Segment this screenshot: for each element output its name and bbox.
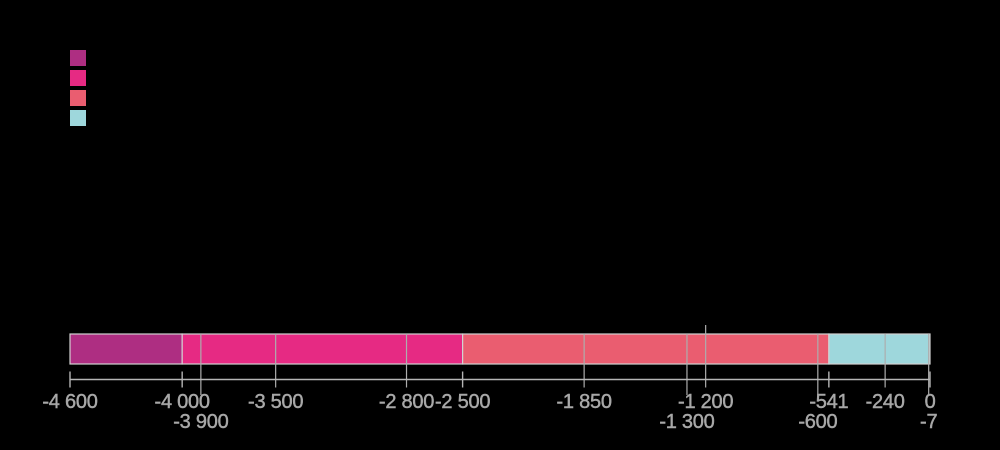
- svg-text:-3 500: -3 500: [248, 391, 303, 413]
- svg-text:-4 600: -4 600: [42, 391, 97, 413]
- svg-text:-2 500: -2 500: [435, 391, 490, 413]
- svg-text:-600: -600: [798, 411, 837, 433]
- svg-text:-4 000: -4 000: [155, 391, 210, 413]
- svg-text:-7: -7: [920, 411, 937, 433]
- svg-text:0: 0: [925, 391, 936, 413]
- svg-text:-1 300: -1 300: [659, 411, 714, 433]
- svg-text:-240: -240: [866, 391, 905, 413]
- svg-text:-3 900: -3 900: [173, 411, 228, 433]
- svg-text:-2 800: -2 800: [379, 391, 434, 413]
- svg-text:-1 850: -1 850: [557, 391, 612, 413]
- svg-text:-541: -541: [809, 391, 848, 413]
- svg-text:-1 200: -1 200: [678, 391, 733, 413]
